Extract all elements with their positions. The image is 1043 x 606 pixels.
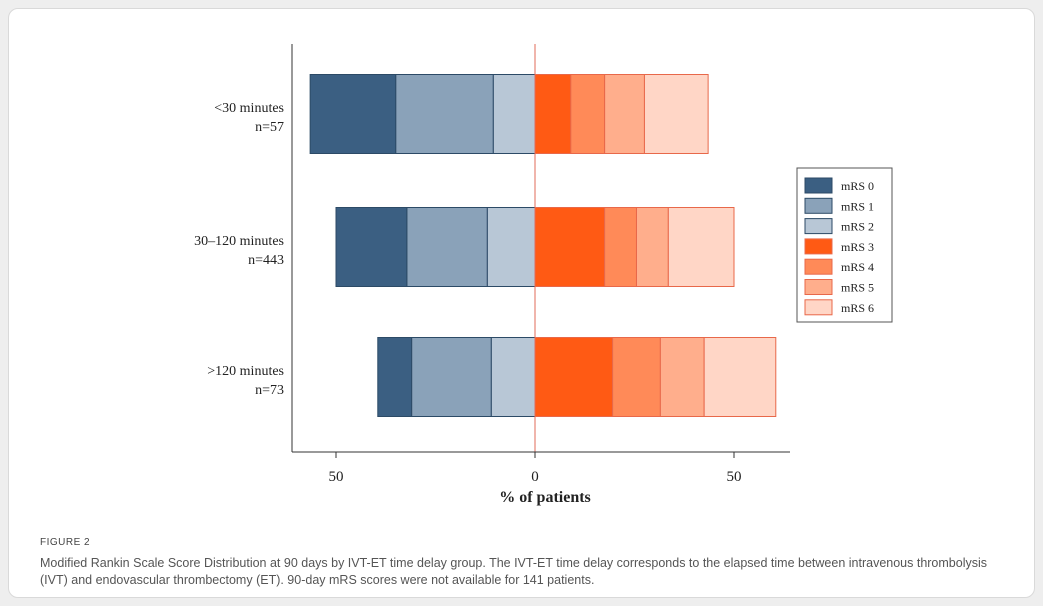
legend-swatch [804,238,833,255]
bar-mrs-6-row-0 [643,74,709,154]
legend-swatch [804,258,833,275]
legend-label: mRS 1 [841,199,874,213]
bar-mrs-4-row-0 [570,74,606,154]
legend-swatch [804,197,833,214]
legend-label: mRS 6 [841,301,874,315]
y-category-n: n=443 [248,253,284,268]
bar-mrs-2-row-2 [490,337,536,417]
figure-label: FIGURE 2 [40,537,91,548]
figure-caption: Modified Rankin Scale Score Distribution… [40,556,988,587]
legend-swatch [804,299,833,316]
bar-mrs-2-row-1 [486,207,536,287]
bar-mrs-3-row-0 [534,74,572,154]
bar-mrs-0-row-2 [377,337,413,417]
x-tick-label: 0 [531,469,539,485]
bar-mrs-1-row-2 [411,337,492,417]
legend-swatch [804,177,833,194]
legend-swatch [804,279,833,295]
bar-mrs-3-row-2 [534,337,614,417]
bar-mrs-0-row-1 [335,207,408,287]
bar-mrs-4-row-1 [604,207,637,287]
y-category-n: n=57 [255,120,284,135]
y-category-n: n=73 [255,383,284,398]
bar-mrs-6-row-1 [667,207,735,287]
bar-mrs-1-row-1 [406,207,488,287]
bars-layer [309,74,777,417]
y-category-label: <30 minutes [214,101,284,116]
bar-mrs-4-row-2 [612,337,661,417]
legend-label: mRS 0 [841,179,874,193]
legend-label: mRS 5 [841,281,874,295]
bar-mrs-2-row-0 [492,74,536,154]
y-category-labels: <30 minutes n=57 30–120 minutes n=443 >120 m… [194,101,284,398]
diverging-bar-chart: 50 0 50 <30 minutes n=57 30–120 minutes n=443… [194,44,893,506]
x-tick-label: 50 [329,469,344,485]
bar-mrs-1-row-0 [395,74,494,154]
legend-swatch [804,218,833,235]
bar-mrs-5-row-2 [659,337,705,417]
legend-label: mRS 3 [841,240,874,254]
bar-mrs-5-row-0 [604,74,645,154]
legend-label: mRS 4 [841,260,874,274]
bar-mrs-0-row-0 [309,74,397,154]
x-ticks: 50 0 50 [329,452,742,485]
x-tick-label: 50 [727,469,742,485]
bar-mrs-5-row-1 [635,207,669,287]
x-axis-label: % of patients [499,489,591,506]
bar-mrs-3-row-1 [534,207,606,287]
bar-mrs-6-row-2 [703,337,777,417]
y-category-label: >120 minutes [207,364,284,379]
y-category-label: 30–120 minutes [194,234,284,249]
legend: mRS 0 mRS 1 mRS 2 mRS 3 mRS 4 mRS 5 mRS 6 [796,167,893,323]
legend-label: mRS 2 [841,220,874,234]
